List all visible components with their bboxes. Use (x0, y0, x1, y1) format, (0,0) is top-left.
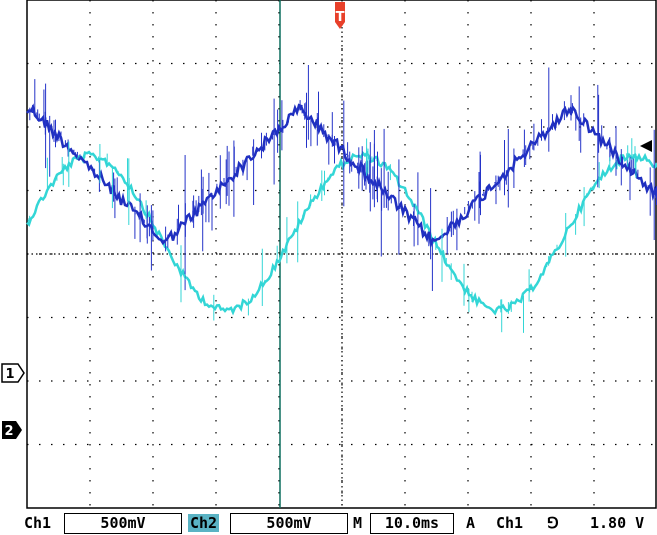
ch2-noise-spikes (27, 138, 657, 333)
trigger-mode: A (466, 514, 476, 532)
ch1-label[interactable]: Ch1 (24, 514, 52, 532)
ch2-trace (26, 150, 657, 316)
ch2-label[interactable]: Ch2 (188, 514, 220, 532)
ch1-noise-spikes (29, 65, 657, 291)
ch1-marker-label: 1 (5, 367, 14, 382)
ch1-scale[interactable]: 500mV (64, 513, 182, 534)
trigger-level[interactable]: 1.80 V (590, 514, 645, 532)
trigger-marker-label: T (336, 10, 345, 25)
ch2-marker-label: 2 (4, 424, 13, 439)
timebase-value[interactable]: 10.0ms (370, 513, 454, 534)
trigger-source[interactable]: Ch1 (496, 514, 524, 532)
graticule (26, 0, 657, 509)
ch2-scale[interactable]: 500mV (230, 513, 348, 534)
trigger-level-arrow[interactable] (640, 140, 652, 152)
status-bar: Ch1 500mV Ch2 500mV M 10.0ms A Ch1 ⅁ 1.8… (0, 511, 657, 535)
ch2-ground-marker[interactable]: 2 (2, 421, 22, 439)
trigger-position-marker[interactable]: T (335, 2, 345, 29)
trigger-slope-icon: ⅁ (547, 514, 559, 532)
ch1-ground-marker[interactable]: 1 (1, 363, 25, 383)
timebase-label: M (353, 514, 363, 532)
